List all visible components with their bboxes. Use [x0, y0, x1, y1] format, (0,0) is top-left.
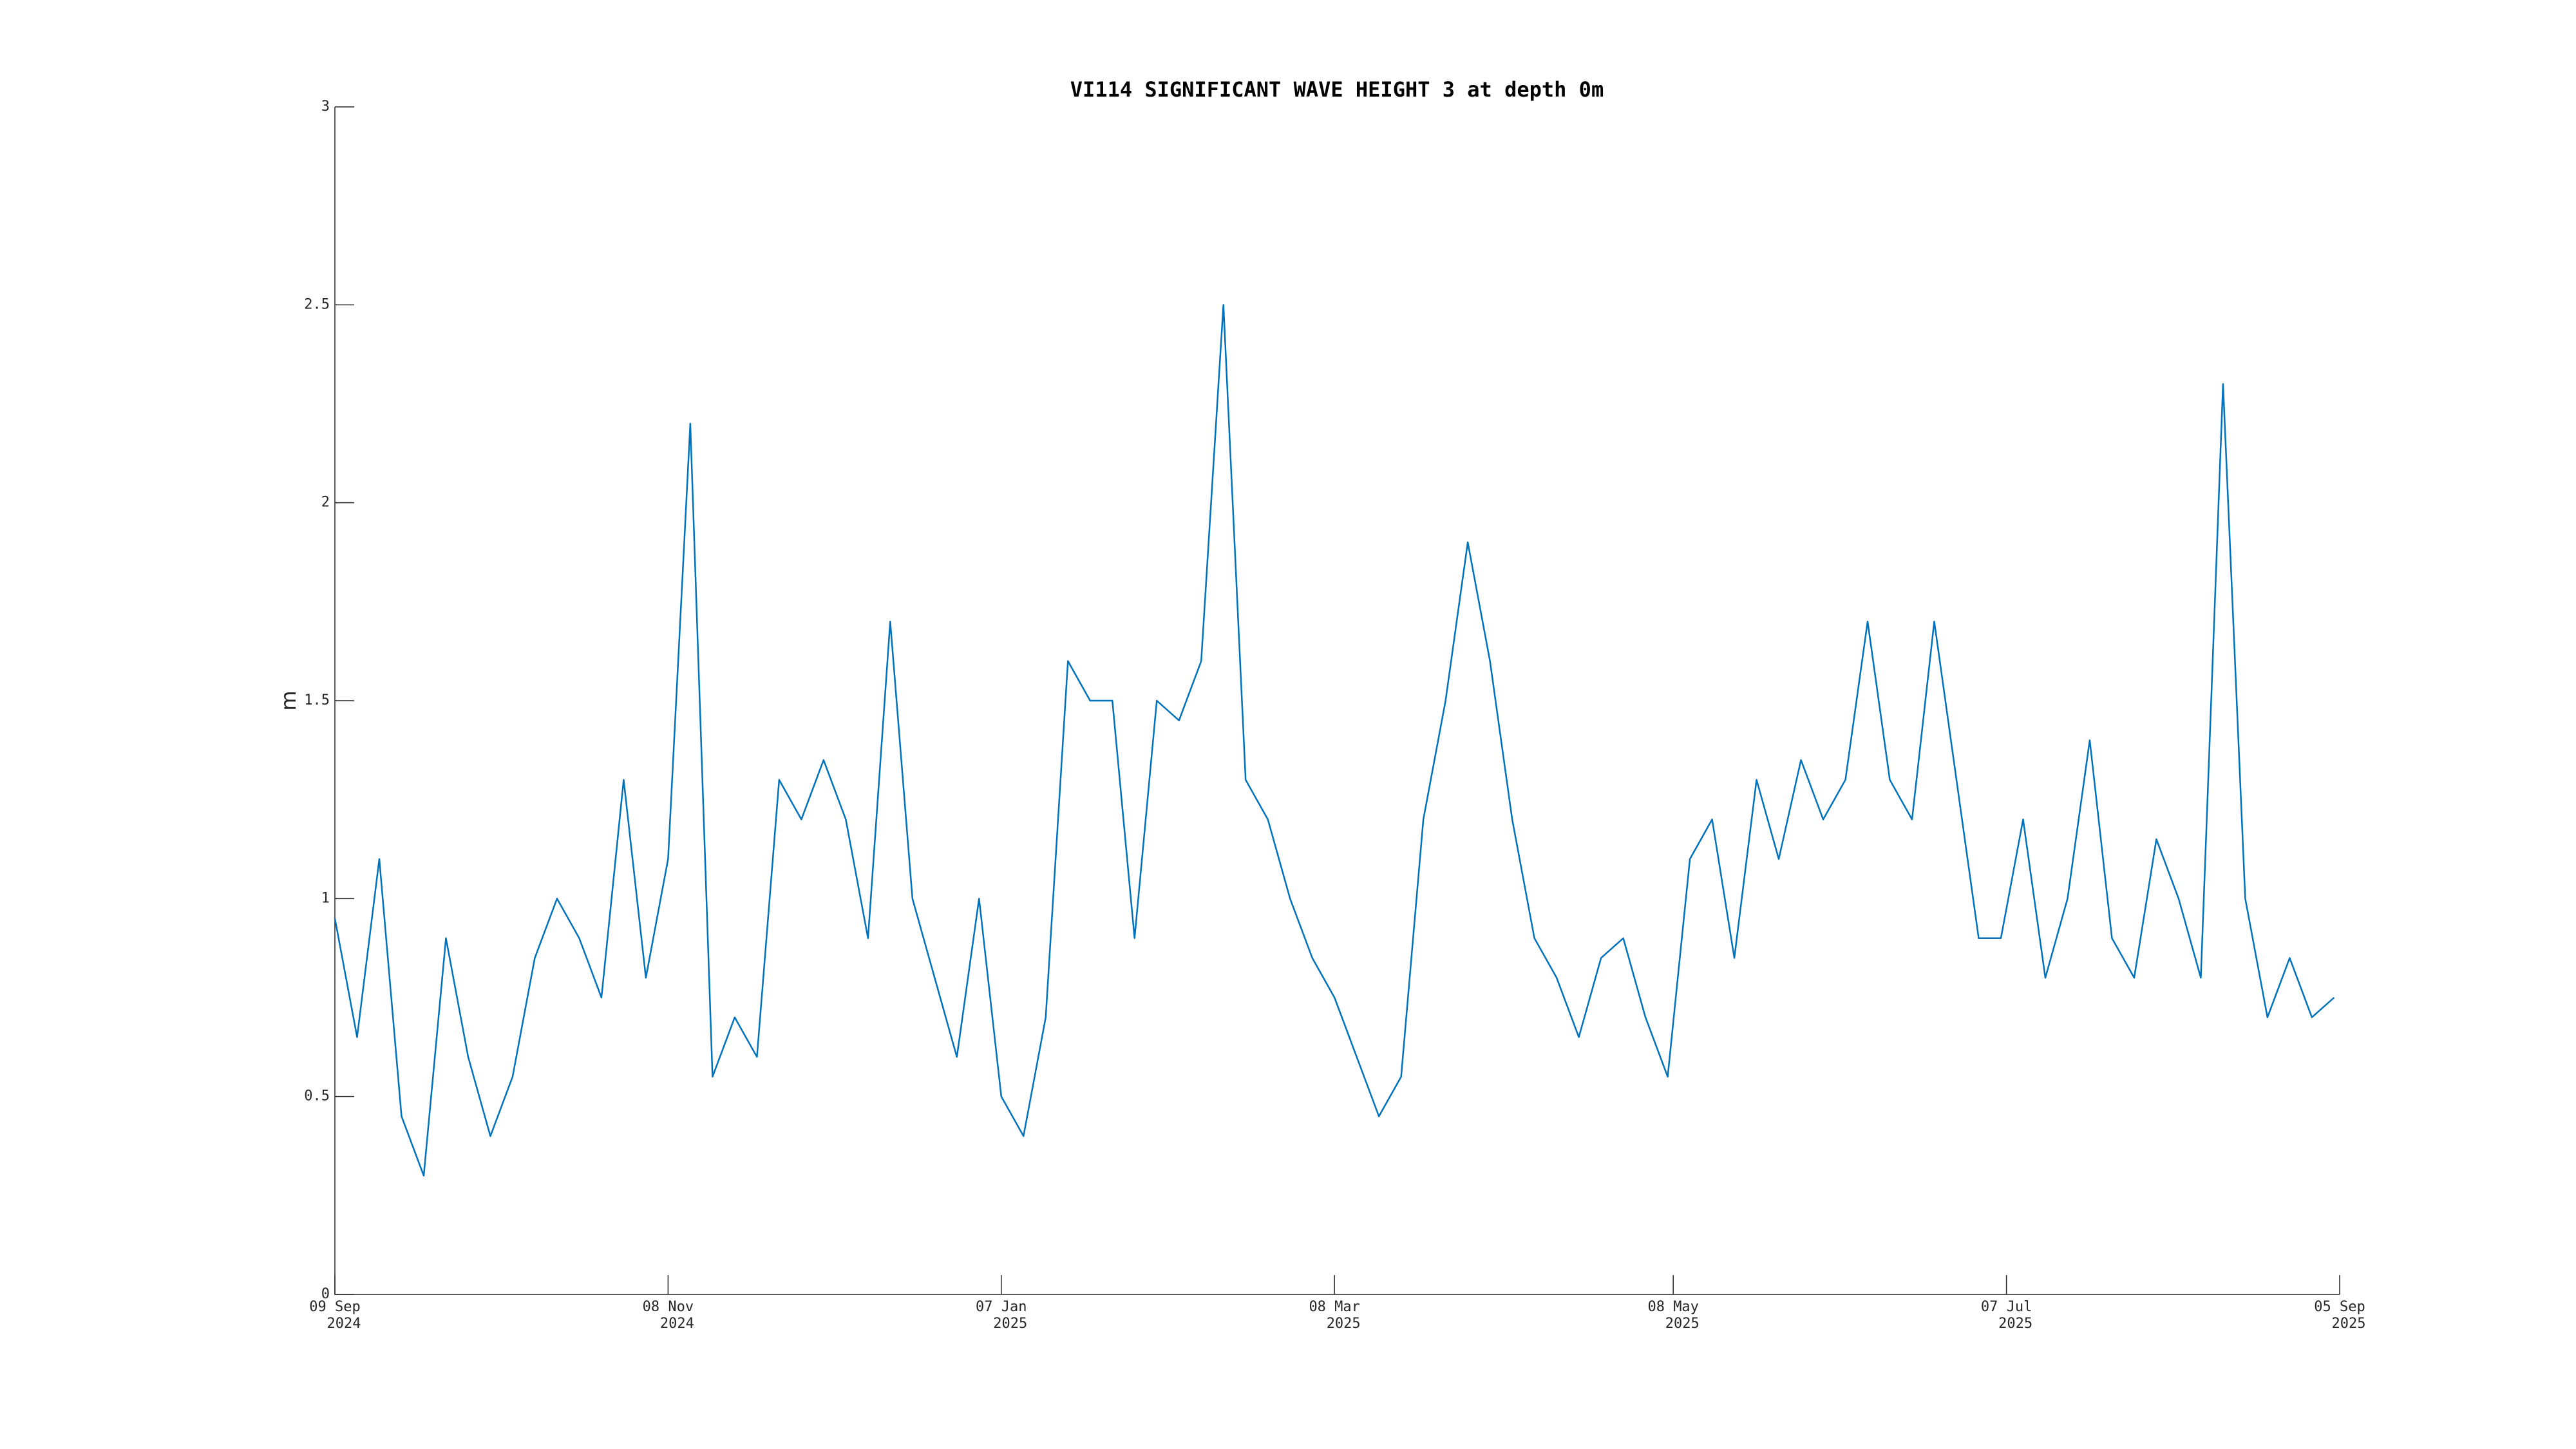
- x-tick-label: 2025: [1665, 1316, 1700, 1332]
- y-tick-label: 2: [321, 495, 330, 511]
- x-tick-label: 2025: [993, 1316, 1027, 1332]
- y-axis-label: m: [276, 690, 301, 710]
- x-tick-label: 08 Nov: [643, 1299, 694, 1315]
- x-tick-label: 05 Sep: [2314, 1299, 2365, 1315]
- chart-title: VI114 SIGNIFICANT WAVE HEIGHT 3 at depth…: [1070, 77, 1604, 102]
- x-tick-label: 07 Jan: [976, 1299, 1027, 1315]
- axes: [334, 107, 2340, 1295]
- x-tick-label: 2024: [327, 1316, 361, 1332]
- y-tick-label: 0: [321, 1286, 330, 1302]
- x-tick-label: 2025: [2332, 1316, 2366, 1332]
- x-tick-label: 2025: [1998, 1316, 2032, 1332]
- y-tick-label: 3: [321, 99, 330, 115]
- data-line: [334, 304, 2335, 1177]
- x-tick-label: 07 Jul: [1981, 1299, 2032, 1315]
- y-tick-label: 1: [321, 890, 330, 906]
- x-tick-label: 08 May: [1647, 1299, 1698, 1315]
- x-tick-label: 2025: [1327, 1316, 1361, 1332]
- x-tick-label: 09 Sep: [309, 1299, 360, 1315]
- y-tick-label: 1.5: [304, 692, 330, 708]
- x-tick-label: 2024: [660, 1316, 694, 1332]
- x-tick-label: 08 Mar: [1309, 1299, 1359, 1315]
- y-tick-label: 2.5: [304, 296, 330, 312]
- y-tick-label: 0.5: [304, 1088, 330, 1104]
